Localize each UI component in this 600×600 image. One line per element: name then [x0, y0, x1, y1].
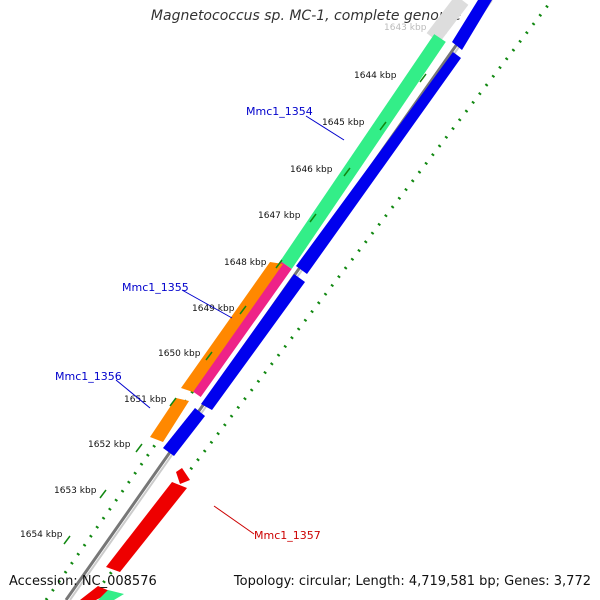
gene-label-mmc1-1354[interactable]: Mmc1_1354 [246, 105, 313, 118]
ruler-label: 1646 kbp [290, 165, 333, 175]
ruler-tick [343, 167, 351, 177]
ruler-label: 1651 kbp [124, 395, 167, 405]
ruler-tick [205, 351, 213, 361]
cog-track-orange-lower [150, 398, 189, 442]
ruler-label: 1650 kbp [158, 349, 201, 359]
ruler-tick [135, 443, 143, 453]
ruler-label: 1649 kbp [192, 304, 235, 314]
accession-text: Accession: NC_008576 [9, 574, 157, 589]
map-title: Magnetococcus sp. MC-1, complete genome [150, 8, 462, 24]
cds-arrow-mmc1-1355 [201, 274, 305, 410]
cds-arrow-mmc1-1357-tip [176, 468, 190, 484]
ruler-tick [169, 397, 177, 407]
leader-line-mmc1-1355 [181, 289, 233, 319]
leader-line-mmc1-1356 [115, 379, 151, 409]
gene-label-mmc1-1356[interactable]: Mmc1_1356 [55, 370, 122, 383]
ruler-label: 1653 kbp [54, 486, 97, 496]
cds-bottom-red [80, 586, 112, 600]
ruler-tick [379, 121, 387, 131]
ruler-label-partial: 1643 kbp [384, 23, 427, 33]
gene-label-mmc1-1357[interactable]: Mmc1_1357 [254, 529, 321, 542]
cog-track-magenta [189, 260, 292, 398]
cds-arrow-mmc1-1356 [163, 408, 205, 456]
cds-arrow-mmc1-1357 [106, 482, 187, 572]
ruler-tick [419, 73, 427, 83]
leader-line-mmc1-1354 [305, 115, 345, 141]
ruler-label: 1652 kbp [88, 440, 131, 450]
cds-bottom-green [98, 590, 124, 600]
ruler-label: 1644 kbp [354, 71, 397, 81]
leader-line-mmc1-1357 [213, 505, 255, 535]
gc-content-track-inner [44, 0, 470, 600]
ruler-label: 1654 kbp [20, 530, 63, 540]
ruler-tick [275, 259, 283, 269]
ruler-tick [63, 535, 71, 545]
cog-track-green [280, 34, 446, 269]
cds-arrow-top [452, 0, 492, 50]
cds-arrow-mmc1-1354 [296, 52, 461, 274]
ruler-tick [239, 305, 247, 315]
ruler-ticks [63, 73, 427, 545]
genome-summary-text: Topology: circular; Length: 4,719,581 bp… [233, 574, 591, 589]
gene-label-mmc1-1355[interactable]: Mmc1_1355 [122, 281, 189, 294]
feature-top-gray [426, 0, 469, 43]
ruler-label: 1647 kbp [258, 211, 301, 221]
ruler-label: 1645 kbp [322, 118, 365, 128]
ruler-tick [309, 213, 317, 223]
ruler-label: 1648 kbp [224, 258, 267, 268]
ruler-tick [99, 489, 107, 499]
